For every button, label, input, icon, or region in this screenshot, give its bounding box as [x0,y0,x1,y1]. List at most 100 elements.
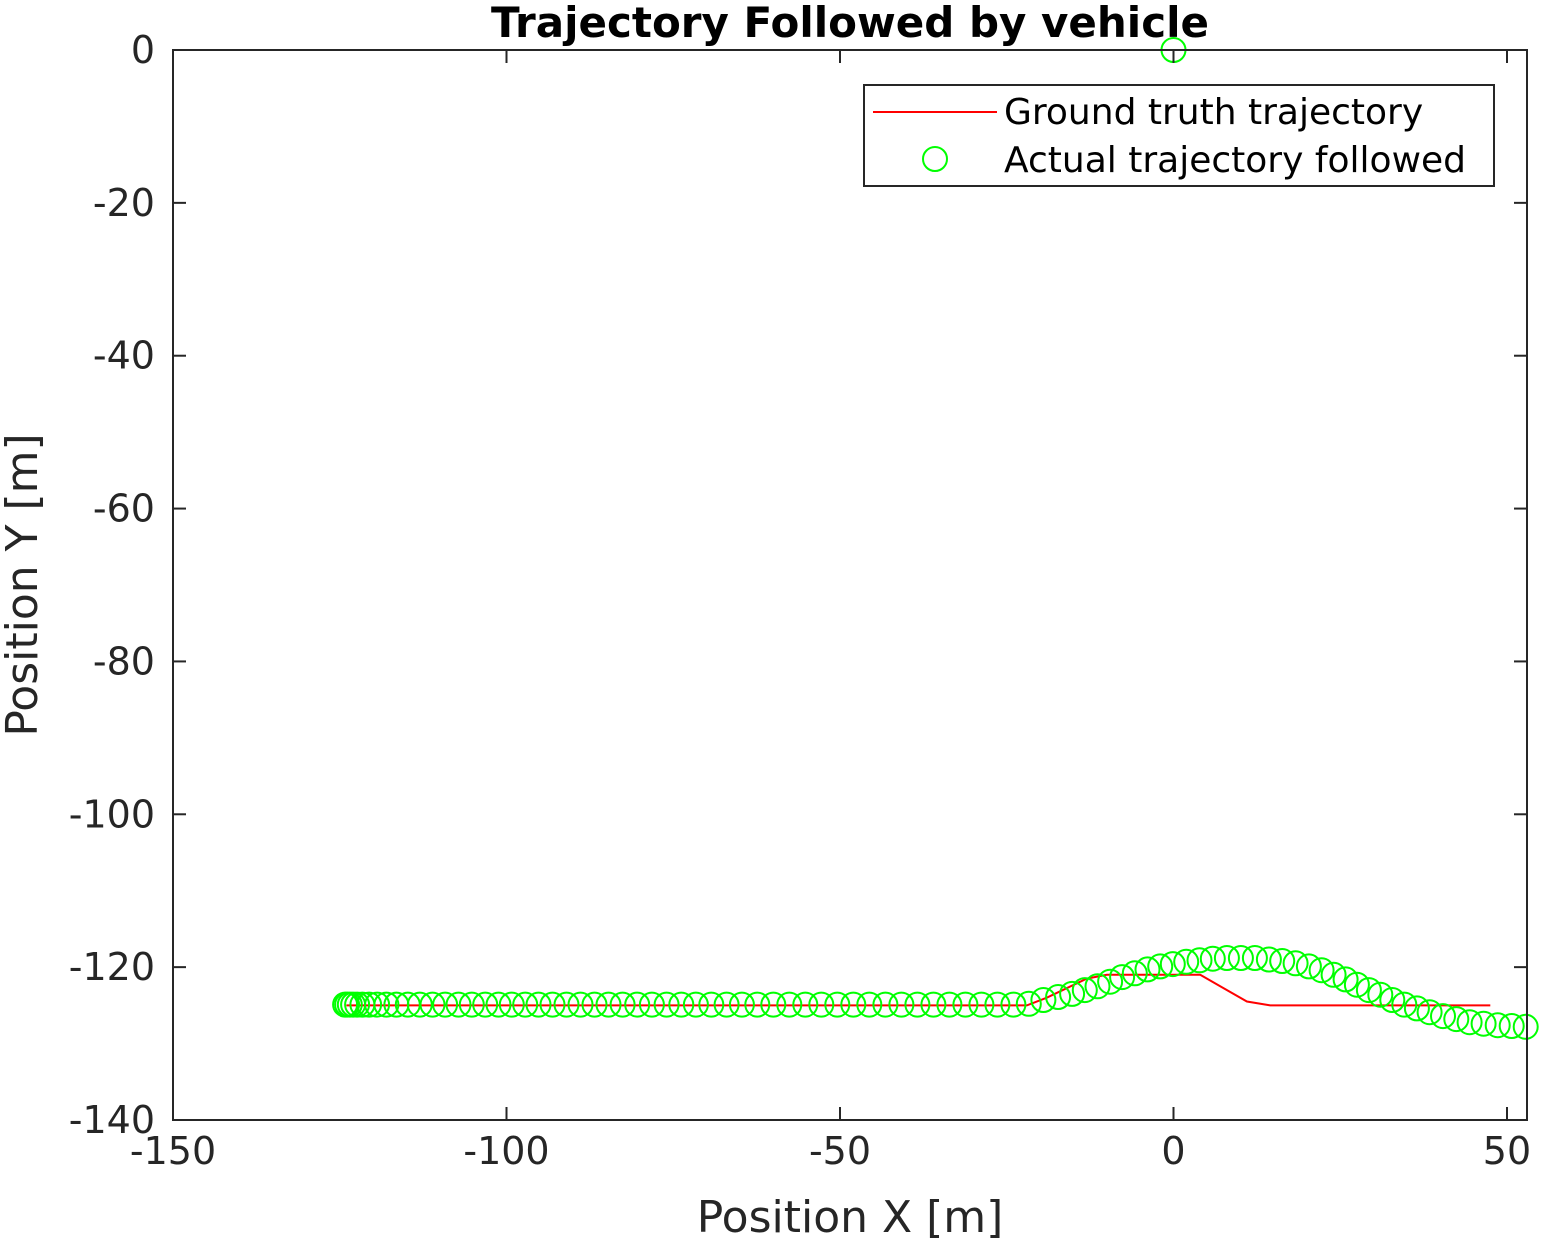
actual-trajectory-point [1320,961,1347,988]
actual-trajectory-point [1213,945,1240,971]
x-tick-label: 50 [1483,1129,1531,1173]
actual-trajectory-point [682,991,709,1018]
actual-trajectory-point [1403,995,1430,1022]
actual-trajectory-point [1015,990,1042,1017]
y-tick-label: -40 [93,334,155,378]
actual-trajectory-point [1030,987,1057,1013]
actual-trajectory-point [1416,999,1443,1026]
actual-trajectory-point [1045,984,1072,1010]
actual-trajectory-point [744,991,771,1018]
actual-trajectory-point [920,991,947,1018]
chart-title: Trajectory Followed by vehicle [491,0,1209,47]
actual-trajectory-point [1343,971,1370,998]
actual-trajectory-point [512,991,539,1018]
actual-trajectory-point [1059,980,1086,1007]
plot-area [173,50,1527,1120]
axes-box [172,49,1528,1121]
actual-trajectory-point [609,991,636,1018]
actual-trajectory-point [1308,957,1335,984]
actual-trajectory-point [808,991,835,1018]
actual-trajectory-point [1147,953,1174,980]
y-tick-label: -100 [69,792,155,836]
actual-trajectory-point [1498,1013,1525,1039]
actual-trajectory-point [1470,1010,1497,1037]
actual-trajectory-point [624,991,651,1018]
actual-trajectory-point [1241,945,1268,971]
actual-trajectory-point [856,991,883,1018]
actual-trajectory-point [539,991,566,1018]
actual-trajectory-point [356,991,383,1018]
legend-box [863,84,1495,187]
actual-trajectory-point [1367,981,1394,1008]
actual-trajectory-point [1443,1006,1470,1033]
x-tick-label: 0 [1161,1129,1185,1173]
actual-trajectory-point [952,991,979,1018]
actual-trajectory-point [1512,1013,1539,1040]
actual-trajectory-point [968,991,995,1018]
legend-label-ground-truth: Ground truth trajectory [1004,92,1423,133]
actual-trajectory-point [904,991,931,1018]
actual-trajectory-point [1456,1009,1483,1036]
actual-trajectory-point [567,991,594,1018]
actual-trajectory-point [344,991,371,1018]
series-line-ground-truth [346,973,1491,1007]
actual-trajectory-point [1134,956,1161,983]
actual-trajectory-point [1484,1012,1511,1039]
y-tick-label: -140 [69,1098,155,1142]
actual-trajectory-point [1379,987,1406,1013]
actual-trajectory-point [713,991,740,1018]
actual-trajectory-point [888,991,915,1018]
actual-trajectory-point [373,991,400,1018]
actual-trajectory-point [1071,977,1098,1004]
actual-trajectory-point [1227,945,1254,971]
actual-trajectory-point [1391,991,1418,1018]
actual-trajectory-point [1173,948,1200,975]
actual-trajectory-point [1255,946,1282,973]
legend: Ground truth trajectory Actual trajector… [863,84,1495,187]
actual-trajectory-point [792,991,819,1018]
y-tick-label: -120 [69,945,155,989]
actual-trajectory-point [1332,966,1359,993]
actual-trajectory-point [1199,945,1226,972]
actual-trajectory-point [698,991,725,1018]
y-tick-label: -20 [93,181,155,225]
legend-label-actual: Actual trajectory followed [1004,140,1466,181]
x-tick-label: -100 [463,1129,549,1173]
actual-trajectory-point [1430,1003,1456,1030]
x-tick-label: -150 [130,1129,216,1173]
axis-ticks: -150 -100 -50 0 50 0 -20 -40 -60 -80 -100 -120 -140 [69,28,1531,1173]
x-tick-label: -50 [809,1129,871,1173]
actual-trajectory-point [498,991,525,1018]
actual-trajectory-point [668,991,695,1018]
y-axis-label: Position Y [m] [0,433,48,736]
actual-trajectory-point [1084,973,1111,1000]
actual-trajectory-point [406,991,433,1018]
y-tick-label: -80 [93,639,155,683]
actual-trajectory-point [840,991,867,1018]
actual-trajectory-point [638,991,665,1018]
actual-trajectory-point [581,991,608,1018]
actual-trajectory-point [553,991,580,1018]
actual-trajectory-point [1000,991,1027,1018]
actual-trajectory-point [653,991,680,1018]
actual-trajectory-point [1295,953,1322,980]
actual-trajectory-point [1159,951,1186,978]
actual-trajectory-point [1097,968,1124,995]
actual-trajectory-point [364,991,391,1018]
actual-trajectory-point [1282,950,1309,977]
actual-trajectory-point [595,991,622,1018]
actual-trajectory-point [525,991,552,1018]
plot-marks [332,37,1539,1040]
actual-trajectory-point [872,991,899,1018]
actual-trajectory-point [728,991,755,1018]
actual-trajectory-point [432,991,459,1018]
actual-trajectory-point [445,991,472,1018]
actual-trajectory-point [485,991,512,1018]
actual-trajectory-point [936,991,963,1018]
actual-trajectory-point [1121,960,1148,987]
actual-trajectory-point [776,991,803,1018]
y-tick-label: 0 [131,28,155,72]
actual-trajectory-point [1186,947,1213,974]
actual-trajectory-point [760,991,787,1018]
